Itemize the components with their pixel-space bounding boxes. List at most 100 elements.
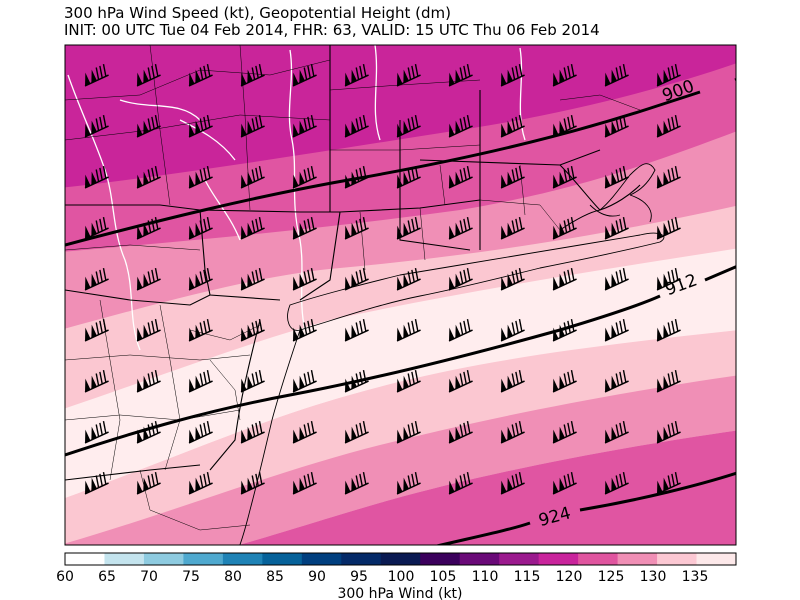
wind-barb [188, 115, 213, 138]
map-frame [64, 44, 737, 546]
colorbar-tick-label: 115 [514, 569, 541, 585]
colorbar: 60 65 70 75 80 85 90 95 100 105 110 115 120 125 130 135 [56, 552, 737, 585]
wind-barb [656, 421, 681, 444]
wind-barb [84, 472, 109, 495]
wind-barb [292, 370, 317, 393]
colorbar-swatch [696, 553, 737, 565]
wind-barb [188, 166, 213, 189]
colorbar-swatch [459, 553, 500, 565]
wind-barb [292, 268, 317, 291]
wind-barb [292, 217, 317, 240]
wind-barb [448, 370, 473, 393]
colorbar-tick-label: 105 [430, 569, 457, 585]
colorbar-swatch [222, 553, 263, 565]
wind-barb [188, 472, 213, 495]
wind-barb [344, 319, 369, 342]
wind-band-130 [65, 248, 736, 499]
colorbar-swatch [617, 553, 658, 565]
colorbar-swatch [341, 553, 382, 565]
map-area: 900 912 924 [65, 45, 736, 545]
colorbar-tick-label: 65 [98, 569, 116, 585]
wind-barb [656, 166, 681, 189]
wind-barb [500, 64, 525, 87]
colorbar-frame [64, 552, 737, 566]
wind-band-120-south [65, 375, 736, 545]
colorbar-swatch [380, 553, 421, 565]
state-borders [65, 45, 641, 481]
wind-barb [396, 268, 421, 291]
wind-barb [396, 370, 421, 393]
wind-barb [500, 268, 525, 291]
colorbar-swatch [143, 553, 184, 565]
wind-barb [136, 421, 161, 444]
colorbar-tick-label: 95 [350, 569, 368, 585]
wind-barb [656, 268, 681, 291]
wind-barb [188, 421, 213, 444]
wind-barb [84, 370, 109, 393]
wind-barb [344, 217, 369, 240]
wind-barb [344, 166, 369, 189]
wind-barb [84, 268, 109, 291]
colorbar-swatch [657, 553, 698, 565]
wind-barb [500, 166, 525, 189]
wind-barb [84, 217, 109, 240]
wind-barb [240, 115, 265, 138]
wind-barb [656, 472, 681, 495]
wind-barb [396, 319, 421, 342]
wind-barb [500, 115, 525, 138]
wind-barb [604, 370, 629, 393]
wind-barb [240, 472, 265, 495]
wind-barb [396, 64, 421, 87]
wind-barb [84, 64, 109, 87]
colorbar-tick-label: 80 [224, 569, 242, 585]
wind-barb [240, 166, 265, 189]
wind-barb [656, 64, 681, 87]
wind-barb [240, 370, 265, 393]
wind-band-115-south [238, 430, 736, 545]
wind-barb [240, 268, 265, 291]
wind-barb [292, 166, 317, 189]
wind-barb [500, 319, 525, 342]
wind-barb [136, 319, 161, 342]
colorbar-label: 300 hPa Wind (kt) [337, 586, 462, 600]
wind-barb [136, 217, 161, 240]
wind-barb [240, 319, 265, 342]
wind-barb [448, 166, 473, 189]
wind-barb [552, 268, 577, 291]
wind-barb [448, 217, 473, 240]
wind-barb [136, 115, 161, 138]
wind-barb [500, 370, 525, 393]
wind-barb [188, 217, 213, 240]
wind-barb [604, 472, 629, 495]
wind-barb [604, 217, 629, 240]
wind-barb [240, 217, 265, 240]
colorbar-tick-label: 135 [682, 569, 709, 585]
wind-barb [552, 166, 577, 189]
wind-barb [344, 115, 369, 138]
wind-barb [604, 115, 629, 138]
wind-barb [604, 319, 629, 342]
wind-barb [292, 421, 317, 444]
wind-barb [500, 472, 525, 495]
wind-barb [448, 421, 473, 444]
contour-924 [434, 471, 736, 545]
colorbar-tick-label: 110 [472, 569, 499, 585]
colorbar-swatch [420, 553, 461, 565]
wind-barb [448, 472, 473, 495]
wind-barb [344, 64, 369, 87]
wind-barb [292, 472, 317, 495]
wind-barb [448, 268, 473, 291]
wind-barb [188, 268, 213, 291]
colorbar-tick-label: 100 [388, 569, 415, 585]
wind-barb [136, 472, 161, 495]
wind-barb [344, 421, 369, 444]
wind-barb [344, 268, 369, 291]
wind-barb [552, 319, 577, 342]
wind-barb [448, 115, 473, 138]
wind-barb [292, 319, 317, 342]
wind-barb [552, 64, 577, 87]
wind-barb [136, 268, 161, 291]
wind-barb [136, 166, 161, 189]
colorbar-swatch [183, 553, 224, 565]
